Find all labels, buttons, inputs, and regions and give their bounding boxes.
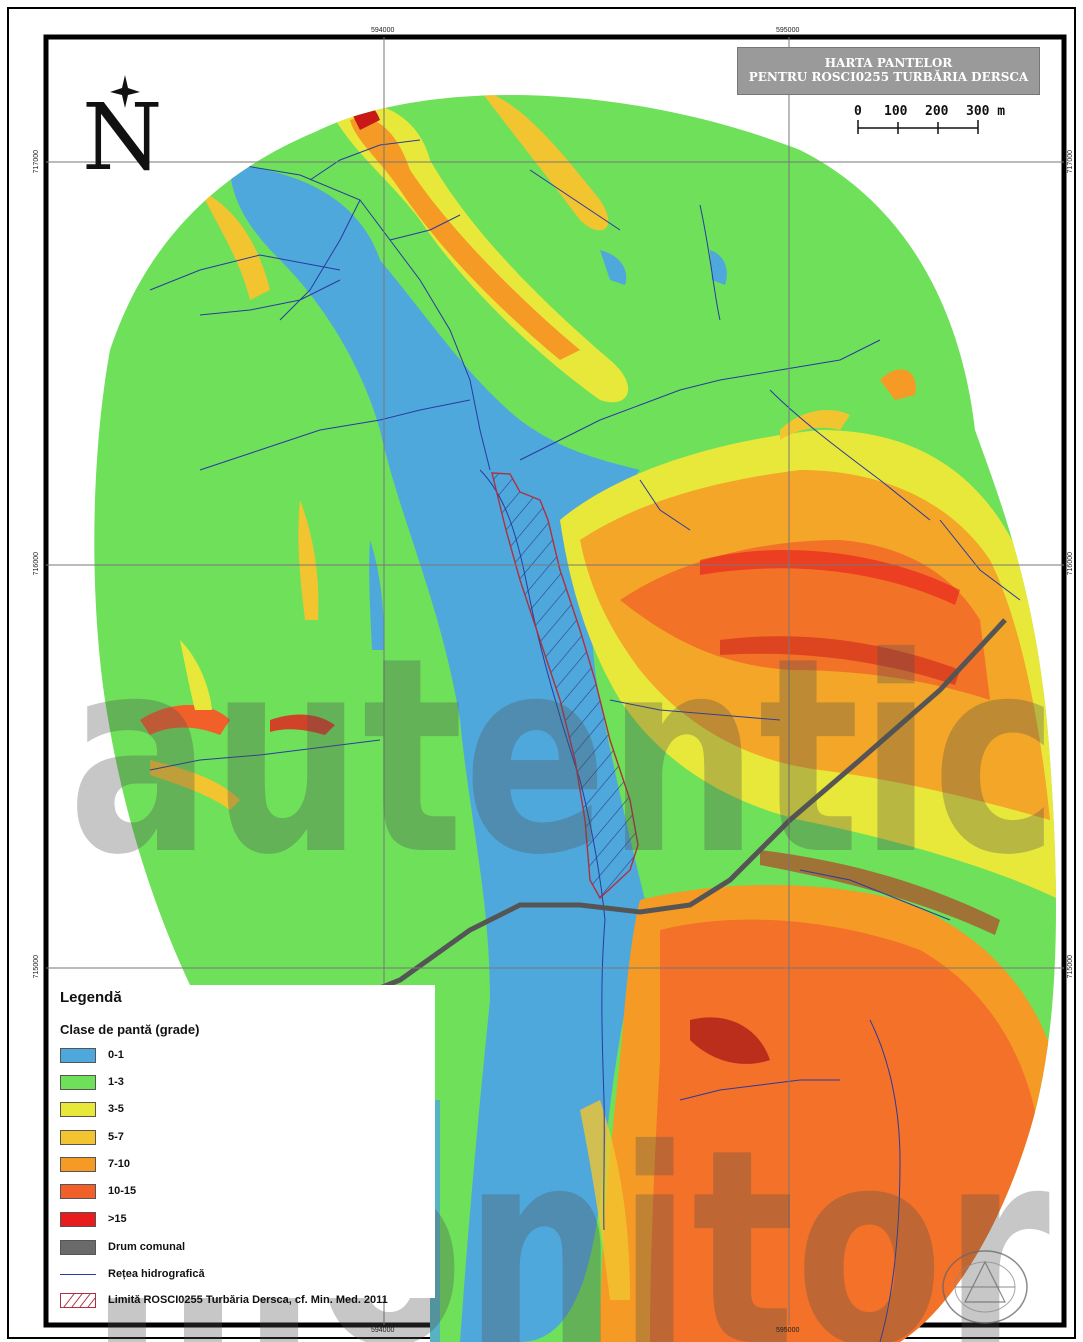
scale-label-300: 300 m	[966, 104, 1006, 119]
swatch-7-10	[60, 1156, 96, 1172]
scale-bar	[857, 120, 979, 134]
grid-label-right-715000: 715000	[1067, 955, 1074, 979]
swatch-3-5	[60, 1101, 96, 1117]
publisher-stamp-icon	[942, 1250, 1028, 1324]
legend-item-0-1: 0-1	[60, 1046, 124, 1064]
legend-label-boundary: Limită ROSCI0255 Turbăria Dersca, cf. Mi…	[108, 1294, 388, 1306]
legend-label-road: Drum comunal	[108, 1241, 186, 1253]
grid-label-left-715000: 715000	[33, 955, 40, 979]
legend-label: 5-7	[108, 1131, 124, 1143]
grid-label-bottom-595000: 595000	[776, 1327, 800, 1334]
legend-item-road: Drum comunal	[60, 1238, 185, 1256]
legend-label: 10-15	[108, 1185, 137, 1197]
north-label: N	[82, 84, 163, 191]
grid-label-left-716000: 716000	[33, 552, 40, 576]
swatch-0-1	[60, 1047, 96, 1063]
grid-label-right-716000: 716000	[1067, 552, 1074, 576]
map-title: HARTA PANTELOR PENTRU ROSCI0255 TURBĂRIA…	[737, 47, 1040, 95]
scale-label-200: 200	[925, 104, 949, 119]
legend-item-boundary: Limită ROSCI0255 Turbăria Dersca, cf. Mi…	[60, 1291, 388, 1309]
title-line-1: HARTA PANTELOR	[824, 56, 953, 70]
swatch-hydro	[60, 1267, 96, 1282]
swatch-10-15	[60, 1183, 96, 1199]
swatch-road	[60, 1239, 96, 1255]
legend-item-10-15: 10-15	[60, 1182, 136, 1200]
grid-label-top-595000: 595000	[776, 27, 800, 34]
legend-label: 1-3	[108, 1076, 124, 1088]
title-line-2: PENTRU ROSCI0255 TURBĂRIA DERSCA	[748, 70, 1029, 84]
scale-label-100: 100	[884, 104, 908, 119]
legend-label-hydro: Rețea hidrografică	[108, 1268, 205, 1280]
grid-label-left-717000: 717000	[33, 150, 40, 174]
watermark-layer: autentic monitor	[68, 599, 1058, 1342]
swatch-boundary	[60, 1292, 96, 1308]
rosci-boundary	[491, 472, 639, 900]
swatch-5-7	[60, 1129, 96, 1145]
legend-item-3-5: 3-5	[60, 1100, 124, 1118]
legend-label: 3-5	[108, 1103, 124, 1115]
legend-label: 7-10	[108, 1158, 131, 1170]
grid-label-bottom-594000: 594000	[371, 1327, 395, 1334]
drum-comunal-road	[299, 618, 1007, 1023]
grid-label-right-717000: 717000	[1067, 150, 1074, 174]
north-arrow-icon	[110, 75, 140, 108]
legend-subtitle: Clase de pantă (grade)	[60, 1022, 200, 1037]
swatch-gt15	[60, 1211, 96, 1227]
legend-label: 0-1	[108, 1049, 124, 1061]
legend-title: Legendă	[60, 989, 122, 1006]
legend-panel: Legendă Clase de pantă (grade) 0-1 1-3 3…	[52, 985, 435, 1308]
legend-item-gt15: >15	[60, 1210, 127, 1228]
legend-item-hydro: Rețea hidrografică	[60, 1265, 205, 1283]
legend-item-5-7: 5-7	[60, 1128, 124, 1146]
svg-text:autentic: autentic	[68, 599, 1058, 914]
swatch-1-3	[60, 1074, 96, 1090]
legend-label: >15	[108, 1213, 127, 1225]
legend-item-1-3: 1-3	[60, 1073, 124, 1091]
scale-label-0: 0	[854, 104, 862, 119]
grid-label-top-594000: 594000	[371, 27, 395, 34]
legend-item-7-10: 7-10	[60, 1155, 130, 1173]
